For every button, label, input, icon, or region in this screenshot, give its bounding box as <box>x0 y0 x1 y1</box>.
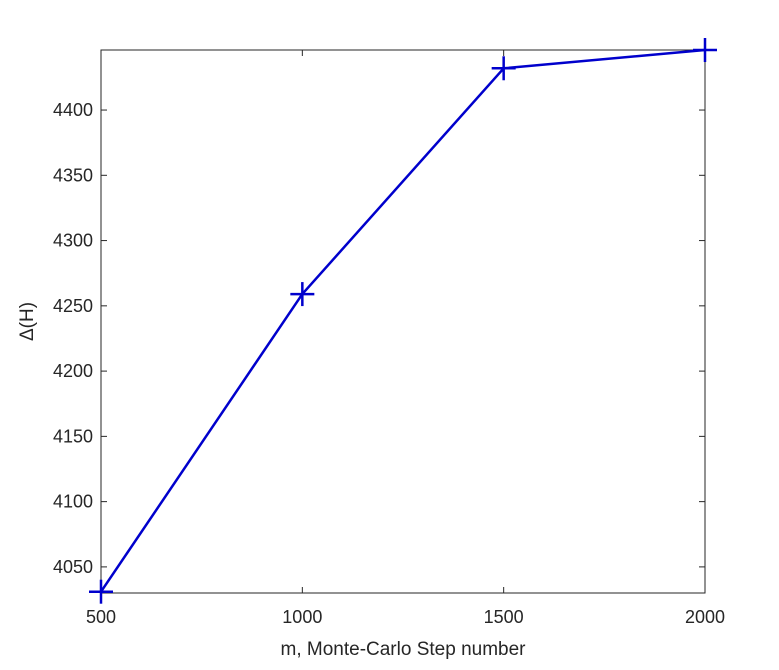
y-tick-label: 4350 <box>53 165 93 185</box>
x-tick-label: 500 <box>86 607 116 627</box>
x-axis-title: m, Monte-Carlo Step number <box>281 639 527 660</box>
y-tick-label: 4200 <box>53 361 93 381</box>
plot-area <box>100 49 706 594</box>
y-tick-label: 4100 <box>53 492 93 512</box>
data-point-marker <box>491 56 516 81</box>
y-axis-ticks: 4050 4100 4150 4200 4250 4300 4350 4400 <box>53 100 705 577</box>
data-point-marker <box>693 38 717 62</box>
data-point-marker <box>89 579 113 604</box>
y-tick-label: 4250 <box>53 296 93 316</box>
data-point-marker <box>290 282 315 307</box>
series-layer <box>89 38 717 604</box>
y-tick-label: 4300 <box>53 231 93 251</box>
y-tick-label: 4150 <box>53 426 93 446</box>
y-tick-label: 4050 <box>53 557 93 577</box>
x-tick-label: 1000 <box>282 607 322 627</box>
y-axis-title: Δ(H) <box>17 302 38 341</box>
x-axis-ticks: 500 1000 1500 2000 <box>86 50 725 627</box>
x-tick-label: 1500 <box>484 607 524 627</box>
series-line <box>99 48 706 593</box>
y-tick-label: 4400 <box>53 100 93 120</box>
x-tick-label: 2000 <box>685 607 725 627</box>
